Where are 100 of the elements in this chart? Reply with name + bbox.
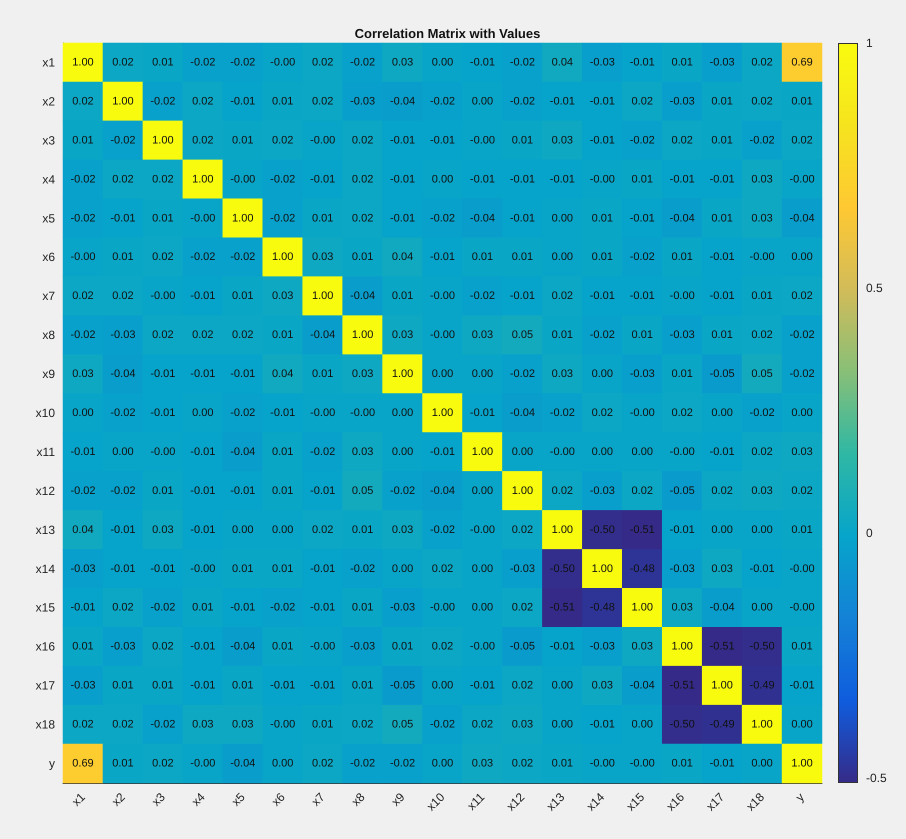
data-label: 0.02 [312,758,334,770]
x-tick-label: x2 [109,790,128,809]
chart-title: Correlation Matrix with Values [354,26,540,41]
data-label: -0.00 [190,212,216,224]
data-label: 1.00 [791,758,813,770]
data-label: 0.00 [232,524,254,536]
data-label: 1.00 [552,524,574,536]
data-label: 1.00 [272,251,294,264]
data-label: 1.00 [72,56,94,68]
data-label: 0.02 [791,290,813,302]
data-label: 0.02 [512,524,534,536]
data-label: -0.01 [150,562,176,575]
data-label: 0.01 [232,562,254,575]
data-label: 0.01 [592,212,613,224]
data-label: -0.00 [590,758,615,770]
data-label: 0.03 [392,524,414,536]
data-label: 0.02 [192,134,214,146]
color-bar-label: 0.5 [866,281,884,296]
data-label: 0.01 [312,718,334,731]
data-label: 0.02 [112,718,134,731]
data-label: 0.05 [392,718,414,731]
data-label: -0.02 [190,56,216,68]
data-label: 0.00 [472,562,494,575]
data-label: -0.01 [510,212,535,224]
data-label: -0.00 [150,290,176,302]
data-label: -0.01 [470,173,495,186]
data-label: -0.03 [510,562,535,575]
data-label: 0.00 [751,602,773,614]
data-label: -0.02 [310,446,336,458]
data-label: 1.00 [472,446,494,458]
data-label: -0.51 [670,680,695,692]
x-tick-label: x10 [424,790,448,814]
data-label: -0.02 [70,212,96,224]
data-label: -0.00 [789,173,815,186]
data-label: 0.00 [192,407,214,419]
data-label: 0.02 [112,173,134,186]
data-label: 0.00 [472,484,494,497]
data-label: 0.01 [791,524,813,536]
data-label: -0.50 [550,562,575,575]
data-label: -0.02 [630,134,655,146]
data-label: -0.00 [670,290,695,302]
data-label: -0.48 [590,602,615,614]
y-tick-label: x15 [36,600,56,615]
data-label: -0.03 [350,640,376,653]
data-label: 0.69 [791,56,813,68]
data-label: -0.00 [630,407,655,419]
data-label: 0.00 [512,446,534,458]
data-label: -0.01 [590,290,615,302]
data-label: 0.03 [72,368,94,380]
data-label: 0.02 [671,407,693,419]
data-label: -0.02 [270,212,296,224]
data-label: 0.01 [711,95,733,108]
data-label: 0.02 [432,640,454,653]
data-label: 0.01 [272,562,294,575]
data-label: 1.00 [592,562,613,575]
data-label: -0.01 [390,173,416,186]
data-label: -0.04 [230,640,256,653]
data-label: 0.02 [711,484,733,497]
data-label: 1.00 [671,640,693,653]
data-label: -0.01 [190,290,216,302]
data-label: 1.00 [152,134,174,146]
data-label: -0.00 [630,758,655,770]
data-label: 0.00 [791,718,813,731]
data-label: 0.05 [751,368,773,380]
data-label: 0.01 [711,212,733,224]
data-label: -0.50 [590,524,615,536]
data-label: 0.03 [751,484,773,497]
data-label: 0.04 [272,368,294,380]
data-label: -0.05 [710,368,735,380]
data-label: -0.04 [350,290,376,302]
data-label: 0.02 [751,446,773,458]
y-tick-label: x5 [42,211,56,226]
data-label: 0.03 [352,368,374,380]
data-label: 0.02 [312,95,334,108]
y-tick-label: x12 [36,484,56,498]
data-label: 0.01 [711,134,733,146]
data-label: -0.00 [310,134,336,146]
data-label: -0.01 [110,212,136,224]
x-tick-label: x13 [544,790,568,814]
data-label: -0.02 [230,251,256,264]
data-label: -0.02 [430,524,456,536]
data-label: 0.01 [152,680,174,692]
data-label: 0.03 [552,134,574,146]
data-label: -0.02 [430,95,456,108]
x-tick-label: x15 [624,790,648,814]
data-label: -0.03 [350,95,376,108]
data-label: 0.02 [751,329,773,342]
y-tick-label: x9 [42,367,56,382]
data-label: -0.02 [630,251,655,264]
data-label: 0.01 [791,640,813,653]
data-label: -0.02 [350,56,376,68]
data-label: 0.03 [152,524,174,536]
data-label: 0.03 [352,446,374,458]
data-label: -0.04 [710,602,735,614]
data-label: -0.01 [190,368,216,380]
data-label: -0.04 [510,407,535,419]
data-label: -0.01 [190,524,216,536]
data-label: -0.51 [630,524,655,536]
data-label: -0.51 [710,640,735,653]
data-label: -0.03 [70,680,96,692]
